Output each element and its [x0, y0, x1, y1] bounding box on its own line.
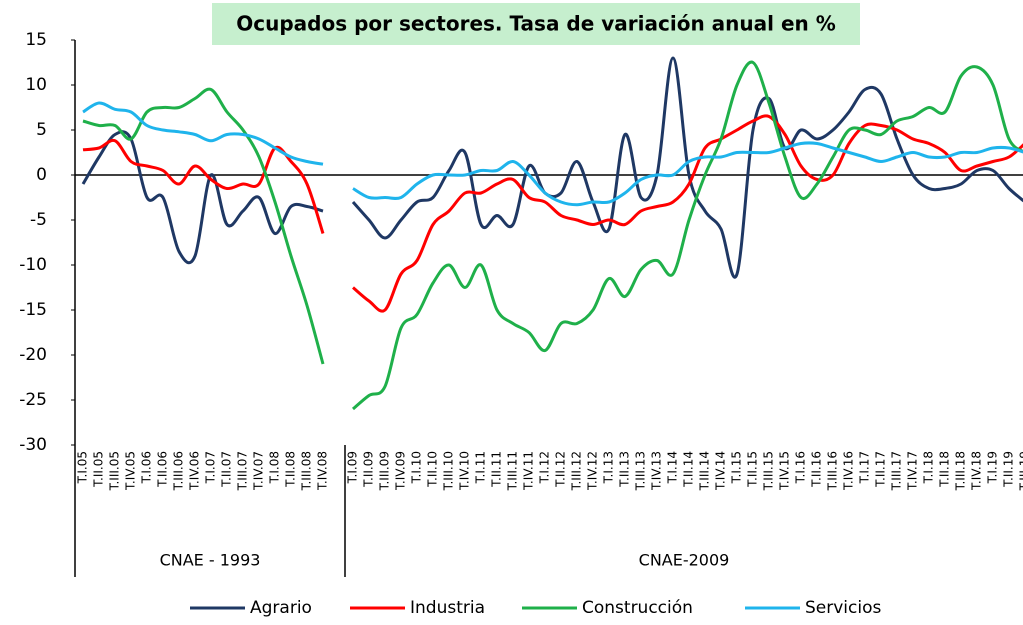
y-tick-label: -5	[30, 210, 47, 230]
x-tick-label: T.II.10	[426, 451, 440, 488]
y-tick-label: -10	[19, 255, 47, 275]
x-tick-label: T.IV.11	[522, 451, 536, 491]
x-tick-label: T.II.16	[810, 451, 824, 488]
legend-label: Servicios	[805, 598, 881, 618]
x-tick-label: T.III.13	[634, 451, 648, 491]
x-tick-label: T.III.10	[442, 451, 456, 491]
series-line	[352, 141, 1023, 207]
x-tick-label: T.II.15	[746, 451, 760, 488]
x-tick-label: T.IV.08	[316, 451, 330, 491]
x-tick-label: T.III.09	[378, 451, 392, 491]
x-tick-label: T.IV.09	[394, 451, 408, 491]
y-tick-label: -15	[19, 300, 47, 320]
series-line	[82, 87, 325, 365]
x-tick-label: T.II.18	[938, 451, 952, 488]
chart-title: Ocupados por sectores. Tasa de variación…	[236, 12, 836, 36]
x-tick-label: T.III.17	[890, 451, 904, 491]
x-tick-label: T.IV.12	[586, 451, 600, 491]
x-tick-label: T.II.06	[156, 451, 170, 488]
group-label: CNAE - 1993	[160, 551, 261, 570]
x-tick-label: T.I.06	[140, 451, 154, 484]
x-tick-label: T.II.17	[874, 451, 888, 488]
x-tick-label: T.I.07	[204, 451, 218, 484]
x-tick-label: T.I.16	[794, 451, 808, 484]
y-tick-label: -20	[19, 345, 47, 365]
y-tick-label: 15	[25, 30, 47, 50]
x-tick-label: T.IV.13	[650, 451, 664, 491]
y-tick-label: -25	[19, 390, 47, 410]
x-tick-label: T.III.14	[698, 451, 712, 491]
legend-label: Construcción	[582, 598, 693, 618]
x-tick-label: T.III.11	[506, 451, 520, 491]
x-tick-label: T.IV.14	[714, 451, 728, 491]
x-tick-label: T.II.19	[1002, 451, 1016, 488]
group-label: CNAE-2009	[639, 551, 730, 570]
x-tick-label: T.III.08	[300, 451, 314, 491]
x-tick-label: T.III.05	[108, 451, 122, 491]
x-tick-label: T.I.18	[922, 451, 936, 484]
x-tick-label: T.II.05	[92, 451, 106, 488]
x-tick-label: T.IV.10	[458, 451, 472, 491]
x-tick-label: T.IV.16	[842, 451, 856, 491]
x-tick-label: T.IV.07	[252, 451, 266, 491]
series-line	[352, 114, 1023, 313]
series-line	[82, 101, 324, 166]
x-tick-label: T.III.16	[826, 451, 840, 491]
x-tick-label: T.IV.17	[906, 451, 920, 491]
x-tick-label: T.IV.05	[124, 451, 138, 491]
x-tick-label: T.I.14	[666, 451, 680, 484]
y-tick-label: 10	[25, 75, 47, 95]
x-tick-label: T.I.10	[410, 451, 424, 484]
x-tick-label: T.I.05	[76, 451, 90, 484]
series-line	[352, 60, 1023, 411]
legend-label: Industria	[410, 598, 485, 618]
x-tick-label: T.I.08	[268, 451, 282, 484]
x-tick-label: T.I.15	[730, 451, 744, 484]
x-tick-label: T.II.11	[490, 451, 504, 488]
title-box	[212, 3, 860, 45]
x-tick-label: T.III.18	[954, 451, 968, 491]
x-tick-label: T.IV.18	[970, 451, 984, 491]
x-tick-label: T.I.12	[538, 451, 552, 484]
x-tick-label: T.IV.15	[778, 451, 792, 491]
x-tick-label: T.I.09	[346, 451, 360, 484]
x-tick-label: T.II.12	[554, 451, 568, 488]
x-tick-label: T.III.06	[172, 451, 186, 491]
x-tick-label: T.I.13	[602, 451, 616, 484]
y-tick-label: 0	[36, 165, 47, 185]
x-tick-label: T.II.07	[220, 451, 234, 488]
x-tick-label: T.II.14	[682, 451, 696, 488]
x-tick-label: T.II.08	[284, 451, 298, 488]
x-tick-label: T.II.13	[618, 451, 632, 488]
x-tick-label: T.III.12	[570, 451, 584, 491]
x-tick-label: T.III.19	[1018, 451, 1023, 491]
x-tick-label: T.I.11	[474, 451, 488, 484]
x-tick-label: T.III.15	[762, 451, 776, 491]
x-tick-label: T.IV.06	[188, 451, 202, 491]
x-tick-label: T.I.17	[858, 451, 872, 484]
x-tick-label: T.II.09	[362, 451, 376, 488]
series-line	[351, 56, 1023, 279]
x-tick-label: T.III.07	[236, 451, 250, 491]
y-tick-label: 5	[36, 120, 47, 140]
y-tick-label: -30	[19, 435, 47, 455]
legend-label: Agrario	[250, 598, 312, 618]
x-tick-label: T.I.19	[986, 451, 1000, 484]
